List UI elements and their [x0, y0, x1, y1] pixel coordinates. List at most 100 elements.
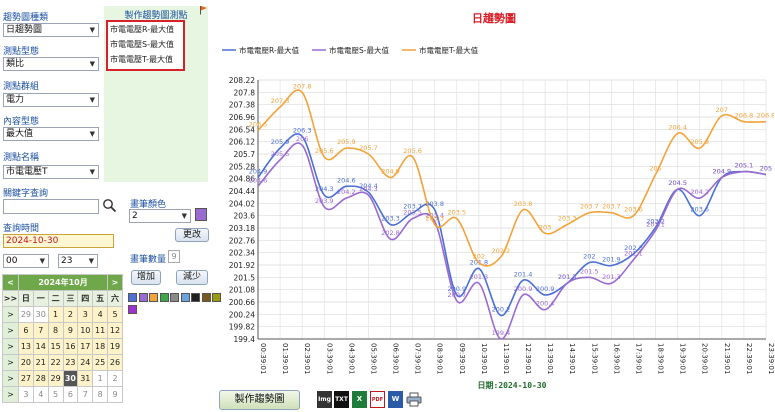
calendar-day[interactable]: 4 [32, 386, 49, 403]
palette-color-swatch[interactable] [159, 293, 169, 302]
calendar-day[interactable]: 22 [47, 354, 64, 371]
palette-color-swatch[interactable] [191, 293, 200, 302]
list-item[interactable]: 市電電壓S-最大值 [110, 40, 174, 49]
calendar-day[interactable]: 20 [17, 354, 34, 371]
content-type-select[interactable]: 最大值 ▼ [3, 127, 99, 141]
x-tick-label: 12:39:01 [524, 343, 532, 374]
calendar-day[interactable]: 2 [107, 370, 123, 387]
calendar-day[interactable]: 18 [92, 338, 109, 355]
calendar-day[interactable]: 17 [77, 338, 94, 355]
change-color-button[interactable]: 更改 [175, 228, 209, 242]
word-export-icon[interactable]: W [388, 391, 403, 408]
calendar-day[interactable]: 8 [92, 386, 109, 403]
calendar-day[interactable]: 11 [92, 322, 109, 339]
calendar-day[interactable]: 19 [107, 338, 123, 355]
calendar-day[interactable]: 7 [77, 386, 94, 403]
date-field[interactable]: 2024-10-30 [3, 234, 114, 248]
calendar-week-select[interactable]: > [2, 354, 19, 371]
calendar-day[interactable]: 5 [47, 386, 64, 403]
calendar-day[interactable]: 26 [107, 354, 123, 371]
calendar-day[interactable]: 1 [92, 370, 109, 387]
txt-export-icon[interactable]: TXT [334, 391, 349, 408]
calendar-day[interactable]: 14 [32, 338, 49, 355]
calendar-week-select[interactable]: > [2, 306, 19, 323]
palette-color-swatch[interactable] [138, 293, 148, 302]
image-export-icon[interactable]: Img [317, 391, 332, 408]
calendar-day[interactable]: 24 [77, 354, 94, 371]
calendar-weekday: 一 [32, 290, 49, 307]
calendar-day[interactable]: 8 [47, 322, 64, 339]
calendar-week-select[interactable]: > [2, 322, 19, 339]
calendar-week-select[interactable]: > [2, 370, 19, 387]
add-pen-button[interactable]: 增加 [131, 270, 161, 285]
pdf-export-icon[interactable]: PDF [370, 391, 385, 408]
keyword-input[interactable] [3, 199, 99, 214]
pen-color-swatch[interactable] [195, 208, 207, 221]
calendar-day[interactable]: 5 [107, 306, 123, 323]
data-label: 200.2 [492, 306, 511, 314]
hour-select[interactable]: 00 ▼ [3, 254, 49, 268]
data-label: 203.8 [425, 200, 444, 208]
palette-color-swatch[interactable] [212, 293, 221, 302]
palette-color-swatch[interactable] [149, 293, 158, 302]
calendar-day[interactable]: 6 [62, 386, 79, 403]
calendar-day[interactable]: 4 [92, 306, 109, 323]
calendar-day[interactable]: 6 [17, 322, 34, 339]
calendar-day[interactable]: 29 [47, 370, 64, 387]
palette-color-swatch[interactable] [128, 305, 137, 314]
series-line [257, 133, 767, 317]
calendar-day[interactable]: 3 [17, 386, 34, 403]
point-name-select[interactable]: 市電電壓T ▼ [3, 165, 99, 179]
calendar-day[interactable]: 7 [32, 322, 49, 339]
calendar-day[interactable]: 2 [62, 306, 79, 323]
calendar-day[interactable]: 16 [62, 338, 79, 355]
chevron-down-icon: ▼ [89, 26, 95, 34]
excel-export-icon[interactable]: X [352, 391, 367, 408]
calendar-day[interactable]: 28 [32, 370, 49, 387]
x-tick-label: 07:39:01 [414, 343, 422, 374]
calendar-day[interactable]: 10 [77, 322, 94, 339]
y-tick-label: 207.8 [234, 88, 256, 97]
calendar-day[interactable]: 27 [17, 370, 34, 387]
palette-color-swatch[interactable] [128, 293, 137, 302]
print-icon[interactable] [406, 392, 422, 407]
calendar-weekday[interactable]: >> [2, 290, 19, 307]
calendar-day[interactable]: 15 [47, 338, 64, 355]
minute-select[interactable]: 23 ▼ [58, 254, 98, 268]
data-label: 205 [760, 165, 772, 173]
data-label: 206.5 [249, 121, 268, 129]
palette-color-swatch[interactable] [180, 293, 190, 302]
palette-color-swatch[interactable] [201, 293, 211, 302]
calendar-day[interactable]: 23 [62, 354, 79, 371]
pen-select[interactable]: 2 ▼ [129, 209, 191, 223]
calendar-prev-button[interactable]: < [2, 274, 19, 291]
search-icon[interactable] [102, 198, 117, 213]
calendar-next-button[interactable]: > [107, 274, 123, 291]
calendar-day[interactable]: 9 [62, 322, 79, 339]
calendar-day[interactable]: 30 [32, 306, 49, 323]
calendar-day[interactable]: 29 [17, 306, 34, 323]
calendar-day[interactable]: 12 [107, 322, 123, 339]
remove-pen-button[interactable]: 減少 [176, 270, 208, 285]
list-item[interactable]: 市電電壓T-最大值 [110, 55, 174, 64]
calendar-week-row: >27 28 29 30 31 1 2 [2, 370, 123, 387]
x-tick-label: 13:39:01 [546, 343, 554, 374]
calendar-day[interactable]: 21 [32, 354, 49, 371]
list-item[interactable]: 市電電壓R-最大值 [110, 25, 175, 34]
calendar-day[interactable]: 3 [77, 306, 94, 323]
calendar-day[interactable]: 30 [62, 370, 79, 387]
calendar-day[interactable]: 1 [47, 306, 64, 323]
group-select[interactable]: 電力 ▼ [3, 93, 99, 107]
calendar-week-select[interactable]: > [2, 386, 19, 403]
chart-type-select[interactable]: 日趨勢圖 ▼ [3, 23, 99, 37]
y-tick-label: 199.4 [234, 335, 256, 344]
calendar-day[interactable]: 31 [77, 370, 94, 387]
palette-color-swatch[interactable] [170, 293, 179, 302]
calendar-week-select[interactable]: > [2, 338, 19, 355]
data-label: 201.5 [580, 267, 599, 275]
point-type-select[interactable]: 類比 ▼ [3, 57, 99, 71]
calendar-day[interactable]: 25 [92, 354, 109, 371]
calendar-day[interactable]: 13 [17, 338, 34, 355]
make-chart-button[interactable]: 製作趨勢圖 [219, 390, 300, 410]
calendar-day[interactable]: 9 [107, 386, 123, 403]
